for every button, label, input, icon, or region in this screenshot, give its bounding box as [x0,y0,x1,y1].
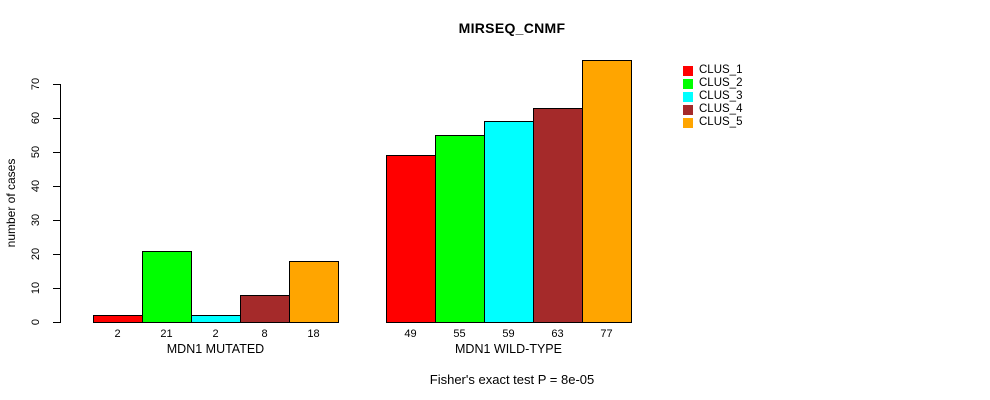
group-label: MDN1 MUTATED [166,342,265,356]
bar-value-label: 8 [261,328,268,340]
y-axis-tick-label: 0 [30,318,42,326]
bar-clus_2-group1 [142,251,192,323]
bar-clus_1-group2 [386,155,436,323]
legend-item-clus_2: CLUS_2 [683,77,742,90]
y-axis-tick-label: 40 [30,179,42,193]
bar-clus_4-group1 [240,295,290,323]
footer-text: Fisher's exact test P = 8e-05 [429,372,595,387]
bar-value-label: 63 [551,328,564,340]
bar-clus_4-group2 [533,108,583,323]
y-axis-tick [53,322,60,323]
y-axis-tick [53,186,60,187]
legend-swatch [683,117,693,128]
bar-value-label: 59 [502,328,515,340]
legend-label: CLUS_2 [699,77,743,89]
legend-swatch [683,91,693,102]
legend-swatch [683,65,693,76]
bar-clus_5-group2 [582,60,632,323]
group-label: MDN1 WILD-TYPE [455,342,562,356]
y-axis-tick [53,118,60,119]
y-axis-tick-label: 20 [30,247,42,261]
legend-label: CLUS_4 [699,103,743,115]
y-axis-tick [53,152,60,153]
legend-item-clus_3: CLUS_3 [683,90,742,103]
bar-value-label: 2 [212,328,219,340]
y-axis-tick-label: 30 [30,213,42,227]
legend-item-clus_1: CLUS_1 [683,64,742,77]
legend-label: CLUS_3 [699,90,743,102]
bar-value-label: 18 [307,328,320,340]
y-axis-tick [53,220,60,221]
legend-label: CLUS_5 [699,116,743,128]
y-axis-tick-label: 70 [30,77,42,91]
legend-item-clus_4: CLUS_4 [683,103,742,116]
bar-value-label: 55 [453,328,466,340]
bar-clus_3-group1 [191,315,241,323]
bar-value-label: 49 [404,328,417,340]
y-axis-line [60,84,61,323]
y-axis-tick [53,254,60,255]
bar-clus_2-group2 [435,135,485,323]
legend-item-clus_5: CLUS_5 [683,116,742,129]
y-axis-tick-label: 10 [30,281,42,295]
legend-swatch [683,104,693,115]
legend-swatch [683,78,693,89]
y-axis-tick [53,288,60,289]
legend-label: CLUS_1 [699,64,743,76]
chart-title: MIRSEQ_CNMF [458,20,566,36]
bar-value-label: 2 [114,328,121,340]
bar-clus_1-group1 [93,315,143,323]
y-axis-tick-label: 50 [30,145,42,159]
bar-clus_3-group2 [484,121,534,323]
bar-clus_5-group1 [289,261,339,323]
y-axis-tick-label: 60 [30,111,42,125]
y-axis-tick [53,84,60,85]
legend: CLUS_1 CLUS_2 CLUS_3 CLUS_4 CLUS_5 [683,64,742,129]
bar-value-label: 77 [600,328,613,340]
bar-value-label: 21 [160,328,173,340]
